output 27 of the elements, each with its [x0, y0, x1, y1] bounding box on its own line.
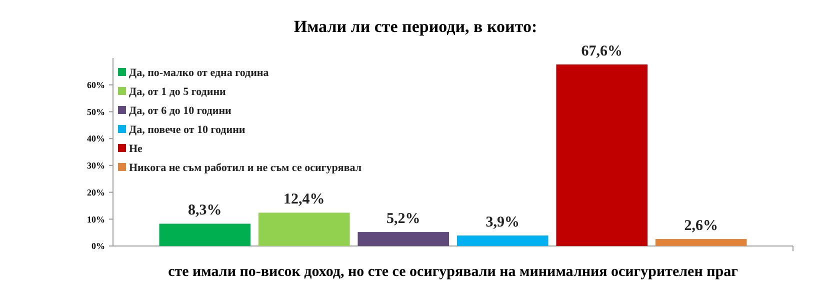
- legend-label: Да, от 6 до 10 години: [129, 105, 232, 117]
- data-label: 12,4%: [284, 192, 325, 208]
- data-label: 8,3%: [188, 202, 222, 219]
- y-tick-label: 30%: [87, 160, 105, 171]
- legend-label: Никога не съм работил и не съм се осигурявал: [129, 162, 362, 174]
- data-label: 2,6%: [684, 218, 718, 234]
- y-tick-label: 20%: [87, 187, 105, 198]
- data-label: 3,9%: [486, 214, 520, 231]
- data-label: 5,2%: [386, 211, 420, 228]
- legend-label: Да, от 1 до 5 години: [129, 86, 227, 98]
- bar: [655, 239, 747, 246]
- bar: [456, 236, 548, 246]
- y-tick-label: 60%: [87, 80, 105, 90]
- chart-title: Имали ли сте периоди, в които:: [294, 17, 538, 36]
- legend-label: Не: [129, 143, 143, 155]
- y-tick-label: 0%: [92, 241, 105, 252]
- y-tick-label: 10%: [87, 214, 105, 224]
- data-label: 67,6%: [581, 43, 622, 60]
- bar: [358, 232, 450, 246]
- bar: [556, 64, 648, 246]
- bar: [159, 224, 251, 246]
- x-axis-title: сте имали по-висок доход, но сте се осигурявали на минималния осигурителен праг: [168, 264, 738, 280]
- y-tick-label: 50%: [87, 106, 105, 117]
- legend-label: Да, повече от 10 години: [129, 124, 246, 136]
- bar: [258, 212, 350, 246]
- y-tick-label: 40%: [87, 134, 105, 144]
- legend-label: Да, по-малко от една година: [129, 67, 270, 79]
